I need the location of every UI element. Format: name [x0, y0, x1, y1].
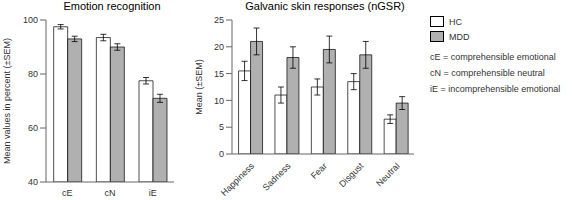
- svg-text:0: 0: [219, 149, 224, 159]
- svg-text:Mean values in percent (±SEM): Mean values in percent (±SEM): [8, 38, 12, 164]
- html-text:Emotion recognition: Emotion recognition: [63, 0, 161, 12]
- svg-text:15: 15: [214, 69, 224, 79]
- html-text:MDD: MDD: [449, 31, 470, 42]
- svg-text:60: 60: [28, 123, 38, 133]
- svg-text:100: 100: [23, 15, 38, 25]
- svg-text:80: 80: [28, 69, 38, 79]
- svg-text:40: 40: [28, 177, 38, 187]
- svg-text:25: 25: [214, 15, 224, 25]
- html-text:HC: HC: [449, 16, 462, 27]
- html-text:iE = incomprehensible emotiona: iE = incomprehensible emotional: [430, 84, 561, 94]
- svg-text:Neutral: Neutral: [374, 161, 402, 189]
- svg-text:Happiness: Happiness: [219, 161, 256, 198]
- svg-text:20: 20: [214, 42, 224, 52]
- svg-text:iE: iE: [149, 188, 157, 198]
- svg-text:cN: cN: [105, 188, 116, 198]
- svg-text:5: 5: [219, 122, 224, 132]
- svg-text:cE: cE: [62, 188, 73, 198]
- html-text:cN = comprehensible neutral: cN = comprehensible neutral: [430, 68, 545, 78]
- svg-text:Mean (±SEM): Mean (±SEM): [194, 59, 204, 114]
- svg-text:Fear: Fear: [309, 161, 329, 181]
- html-text:cE = comprehensible emotional: cE = comprehensible emotional: [430, 52, 556, 62]
- svg-text:10: 10: [214, 96, 224, 106]
- svg-text:Sadness: Sadness: [261, 161, 293, 193]
- html-text:Galvanic skin responses (nGSR): Galvanic skin responses (nGSR): [245, 0, 405, 12]
- svg-text:Disgust: Disgust: [337, 161, 366, 190]
